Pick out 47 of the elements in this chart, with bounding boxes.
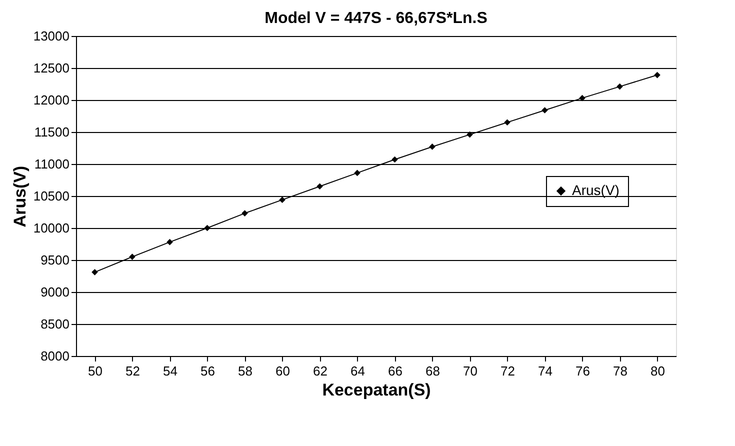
x-tick-label: 56 (200, 364, 215, 378)
point (542, 107, 548, 114)
y-tick-label: 8500 (40, 316, 70, 332)
chart-title: Model V = 447S - 66,67S*Ln.S (264, 10, 488, 27)
y-tick-label: 9000 (40, 284, 70, 300)
point (354, 170, 360, 176)
point (616, 83, 623, 90)
point (504, 119, 510, 126)
x-tick-label: 70 (463, 364, 478, 378)
x-tick-label: 60 (276, 364, 290, 378)
x-tick-label: 64 (350, 364, 365, 378)
x-tick-label: 74 (538, 364, 552, 378)
x-tick-label: 62 (313, 364, 328, 378)
point (392, 156, 398, 163)
point (316, 183, 323, 190)
y-tick-label: 9500 (40, 252, 70, 268)
legend-label: Arus(V) (572, 182, 620, 198)
point (279, 196, 286, 203)
y-tick-label: 13000 (33, 28, 70, 44)
point (129, 254, 136, 260)
x-tick-label: 68 (426, 364, 440, 378)
point (204, 224, 210, 232)
y-axis-title: Arus(V) (10, 166, 30, 228)
y-tick-label: 12000 (33, 92, 70, 108)
x-tick-label: 78 (613, 364, 628, 378)
point (429, 144, 436, 150)
y-tick-label: 11500 (34, 124, 70, 140)
point (466, 131, 473, 138)
point (242, 210, 248, 216)
x-tick-label: 54 (163, 364, 178, 378)
point (654, 72, 660, 78)
x-tick-label: 50 (88, 364, 102, 378)
x-tick-label: 52 (126, 364, 140, 378)
x-tick-label: 72 (500, 364, 515, 378)
point (92, 269, 98, 276)
y-tick-label: 11000 (34, 156, 70, 172)
x-axis-title: Kecepatan(S) (322, 380, 431, 400)
y-tick-label: 12500 (33, 60, 70, 76)
y-tick-label: 10500 (33, 188, 70, 204)
x-tick-label: 80 (650, 364, 665, 378)
point (579, 94, 586, 102)
x-tick-label: 58 (238, 364, 252, 378)
x-tick-label: 66 (388, 364, 402, 378)
x-tick-label: 76 (576, 364, 590, 378)
y-tick-label: 8000 (40, 348, 70, 364)
y-tick-label: 10000 (33, 220, 70, 236)
point (166, 238, 173, 246)
